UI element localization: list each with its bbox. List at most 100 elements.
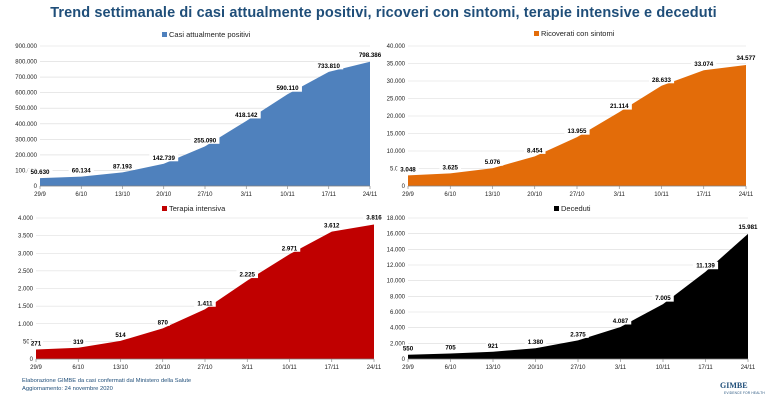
data-label: 3.816 <box>366 214 382 221</box>
data-label: 418.142 <box>235 112 258 119</box>
data-label-bg <box>363 213 385 221</box>
data-label: 50.630 <box>31 169 50 176</box>
data-label: 1.411 <box>197 300 213 307</box>
x-tick-label: 27/10 <box>570 365 586 371</box>
x-tick-label: 17/11 <box>696 192 711 198</box>
legend-label: Deceduti <box>561 204 591 213</box>
data-label: 5.076 <box>485 159 501 166</box>
data-label-bg <box>355 50 385 59</box>
legend-swatch <box>162 32 167 37</box>
data-label: 3.625 <box>443 164 459 171</box>
x-tick-label: 29/9 <box>402 192 414 198</box>
x-tick-label: 6/10 <box>72 365 84 371</box>
data-label-bg <box>27 168 53 176</box>
y-tick-label: 10.000 <box>387 149 406 155</box>
legend-label: Terapia intensiva <box>169 204 226 213</box>
y-tick-label: 30.000 <box>387 79 406 85</box>
area-series <box>408 64 746 186</box>
y-tick-label: 0 <box>30 357 34 363</box>
x-tick-label: 20/10 <box>156 192 172 198</box>
x-tick-label: 13/10 <box>485 365 501 371</box>
data-label: 798.386 <box>359 52 382 59</box>
gimbe-logo: GIMBE <box>720 381 748 390</box>
gimbe-logo-tagline: EVIDENCE FOR HEALTH <box>724 391 765 395</box>
x-tick-label: 6/10 <box>444 192 456 198</box>
area-series <box>408 233 748 359</box>
data-label-bg <box>564 127 590 135</box>
x-tick-label: 17/11 <box>321 192 336 198</box>
data-label-bg <box>113 330 128 339</box>
data-label: 271 <box>31 340 42 347</box>
data-label: 7.005 <box>655 295 671 302</box>
y-tick-label: 16.000 <box>387 232 406 238</box>
data-label-bg <box>485 341 501 350</box>
data-label: 255.090 <box>194 137 217 144</box>
y-tick-label: 400.000 <box>15 122 37 128</box>
data-label-bg <box>648 75 675 84</box>
y-tick-label: 900.000 <box>15 44 37 50</box>
data-label-bg <box>231 110 261 119</box>
x-tick-label: 29/9 <box>402 365 414 371</box>
footer-source: Elaborazione GIMBE da casi confermati da… <box>22 378 192 384</box>
area-series <box>40 61 370 186</box>
data-label: 21.114 <box>610 103 629 110</box>
data-label: 28.633 <box>652 77 671 84</box>
data-label-bg <box>236 270 258 279</box>
x-tick-label: 29/9 <box>34 192 46 198</box>
data-label: 87.193 <box>113 163 132 170</box>
legend-label: Ricoverati con sintomi <box>541 29 615 38</box>
data-label-bg <box>609 316 632 325</box>
data-label-bg <box>155 318 170 326</box>
legend-label: Casi attualmente positivi <box>169 30 251 39</box>
data-label-bg <box>273 84 302 92</box>
data-label: 33.074 <box>694 61 713 68</box>
y-tick-label: 0 <box>402 357 406 363</box>
data-label-bg <box>278 244 301 252</box>
data-label: 550 <box>403 346 414 353</box>
x-tick-label: 29/9 <box>30 365 42 371</box>
legend-swatch <box>162 206 167 211</box>
x-tick-label: 24/11 <box>739 192 754 198</box>
x-tick-label: 27/10 <box>197 192 213 198</box>
y-tick-label: 0 <box>34 184 38 190</box>
data-label-bg <box>733 53 759 62</box>
data-label: 705 <box>445 344 456 351</box>
y-tick-label: 0 <box>402 184 406 190</box>
data-label: 11.139 <box>696 263 715 270</box>
y-tick-label: 500.000 <box>15 106 37 112</box>
legend-swatch <box>554 206 559 211</box>
y-tick-label: 2.000 <box>390 341 406 347</box>
chart-deceduti: 0 2.000 4.000 6.000 8.000 10.000 12.000 14.000 1… <box>387 204 761 371</box>
data-label: 15.981 <box>739 224 758 231</box>
data-label: 13.955 <box>568 128 587 135</box>
x-tick-label: 6/10 <box>445 365 457 371</box>
x-tick-label: 13/10 <box>115 192 131 198</box>
legend-swatch <box>534 31 539 36</box>
data-label-bg <box>692 261 719 270</box>
data-label: 3.612 <box>324 223 340 230</box>
data-label-bg <box>524 338 547 346</box>
chart-terapia-intensiva: 0 500 1.000 1.500 2.000 2.500 3.000 3.500 4.000 2… <box>18 204 385 371</box>
x-tick-label: 24/11 <box>363 192 378 198</box>
y-tick-label: 800.000 <box>15 60 37 66</box>
y-tick-label: 100.000 <box>15 168 37 174</box>
y-tick-label: 20.000 <box>387 114 406 120</box>
y-tick-label: 35.000 <box>387 62 406 68</box>
y-tick-label: 700.000 <box>15 75 37 81</box>
x-tick-label: 20/10 <box>528 365 544 371</box>
x-tick-label: 10/11 <box>654 192 669 198</box>
data-label-bg <box>524 146 546 154</box>
y-tick-label: 10.000 <box>387 279 406 285</box>
y-tick-label: 6.000 <box>390 310 406 316</box>
x-tick-label: 3/11 <box>615 365 627 371</box>
data-label: 2.375 <box>570 331 586 338</box>
x-tick-label: 10/11 <box>656 365 671 371</box>
data-label-bg <box>567 330 589 338</box>
data-label-bg <box>28 339 44 347</box>
y-tick-label: 300.000 <box>15 137 37 143</box>
y-tick-label: 15.000 <box>387 132 406 138</box>
x-tick-label: 10/11 <box>282 365 297 371</box>
data-label-bg <box>314 61 344 70</box>
data-label-bg <box>68 166 94 175</box>
data-label: 2.971 <box>282 245 298 252</box>
